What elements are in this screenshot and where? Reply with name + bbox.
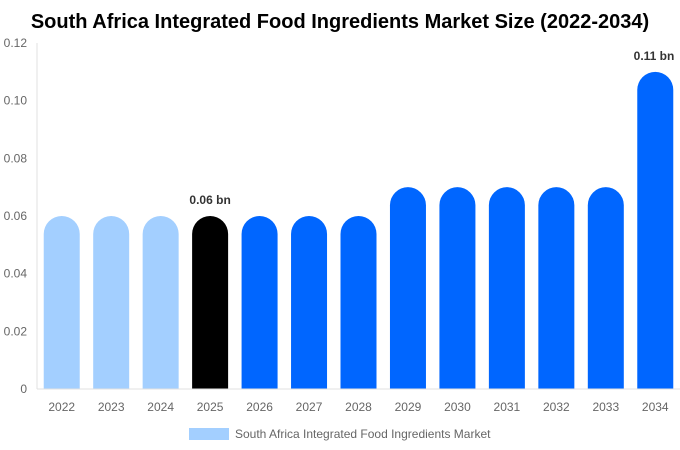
legend-swatch [189, 428, 229, 440]
chart-title: South Africa Integrated Food Ingredients… [31, 11, 649, 33]
y-tick-label: 0 [20, 382, 27, 396]
bars [43, 71, 674, 389]
bar-2031[interactable] [488, 187, 525, 389]
bar-2033[interactable] [587, 187, 624, 389]
bar-2034[interactable] [637, 71, 674, 389]
bar-2032[interactable] [538, 187, 575, 389]
x-tick-label: 2031 [494, 400, 521, 414]
legend-label: South Africa Integrated Food Ingredients… [235, 427, 491, 441]
data-label: 0.06 bn [189, 193, 230, 207]
bar-2023[interactable] [93, 216, 130, 389]
x-tick-label: 2033 [592, 400, 619, 414]
bar-2028[interactable] [340, 216, 377, 389]
y-tick-label: 0.10 [4, 94, 28, 108]
y-tick-label: 0.04 [4, 267, 28, 281]
x-tick-label: 2023 [98, 400, 125, 414]
bar-2030[interactable] [439, 187, 476, 389]
x-tick-label: 2030 [444, 400, 471, 414]
x-tick-label: 2034 [642, 400, 669, 414]
bar-2025[interactable] [192, 216, 229, 389]
data-labels: 0.06 bn 0.11 bn [189, 49, 674, 207]
x-tick-label: 2026 [246, 400, 273, 414]
x-axis: 2022 2023 2024 2025 2026 2027 2028 2029 2030 2031… [37, 388, 680, 414]
y-axis: 0 0.02 0.04 0.06 0.08 0.10 0.12 [4, 36, 38, 396]
x-tick-label: 2032 [543, 400, 570, 414]
x-tick-label: 2027 [296, 400, 323, 414]
x-tick-label: 2029 [395, 400, 422, 414]
y-tick-label: 0.02 [4, 324, 28, 338]
x-tick-label: 2024 [147, 400, 174, 414]
bar-2024[interactable] [142, 216, 179, 389]
bar-2029[interactable] [389, 187, 426, 389]
bar-2027[interactable] [291, 216, 328, 389]
y-tick-label: 0.12 [4, 36, 28, 50]
y-tick-label: 0.06 [4, 209, 28, 223]
data-label: 0.11 bn [634, 49, 675, 63]
bar-2026[interactable] [241, 216, 278, 389]
y-tick-label: 0.08 [4, 151, 28, 165]
bar-2022[interactable] [43, 216, 80, 389]
x-tick-label: 2025 [197, 400, 224, 414]
legend[interactable]: South Africa Integrated Food Ingredients… [189, 427, 491, 441]
x-tick-label: 2028 [345, 400, 372, 414]
x-tick-label: 2022 [48, 400, 75, 414]
